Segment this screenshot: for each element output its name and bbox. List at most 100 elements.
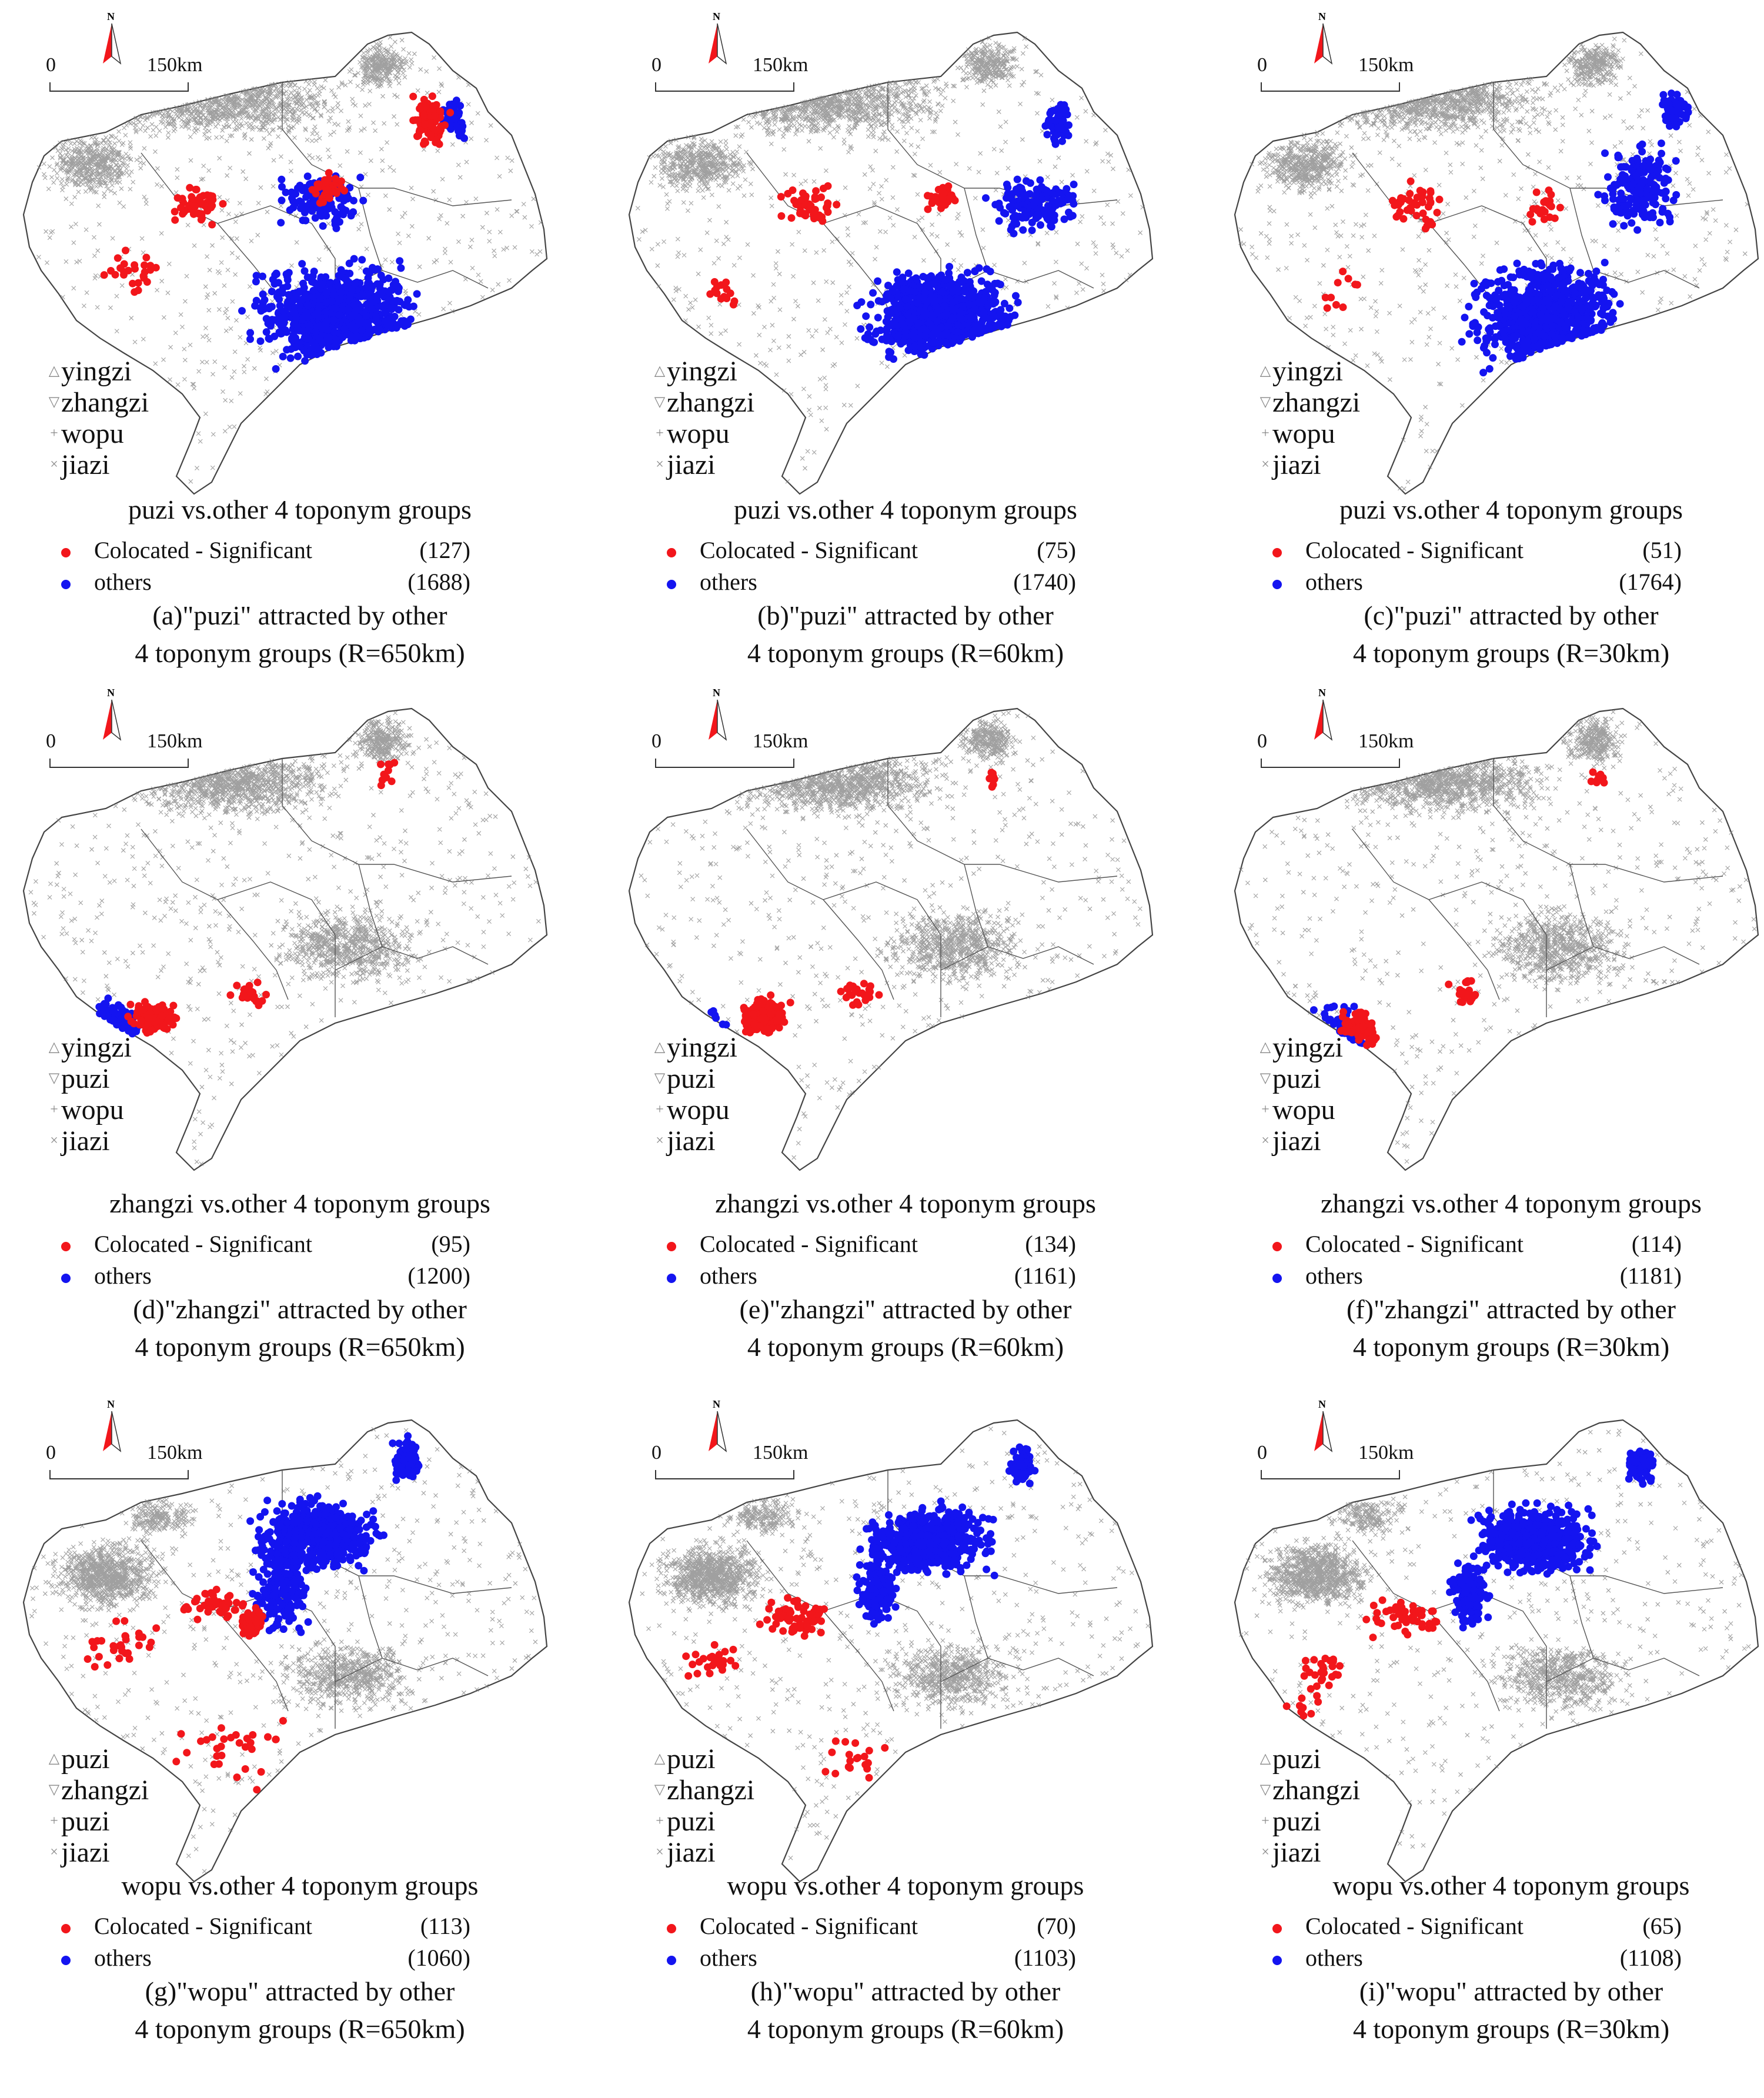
other-point [1510, 286, 1518, 294]
other-point [873, 328, 881, 335]
colocated-point [1547, 202, 1555, 211]
colocated-point [760, 1013, 768, 1021]
other-point [296, 197, 304, 205]
other-point [1544, 295, 1552, 303]
panel-title: puzi vs.other 4 toponym groups [1339, 495, 1683, 524]
colocated-point [723, 285, 731, 293]
other-point [256, 303, 265, 312]
colocated-point [1532, 188, 1541, 196]
legend-count: (1200) [407, 1262, 470, 1289]
other-point [934, 306, 943, 314]
other-point [262, 328, 270, 336]
other-point [279, 289, 287, 297]
scale-bar [49, 759, 189, 768]
caption-line: 4 toponym groups (R=30km) [1352, 638, 1670, 668]
other-point [363, 1511, 371, 1518]
other-point [278, 196, 286, 205]
colocated-point [430, 112, 439, 120]
other-point [1019, 226, 1027, 234]
other-point [1519, 328, 1527, 336]
other-point [1551, 302, 1559, 310]
colocated-point [145, 1014, 153, 1023]
other-point [1060, 215, 1068, 223]
other-point [301, 202, 309, 211]
other-point [1668, 107, 1676, 115]
legend-count: (1764) [1619, 569, 1682, 595]
other-point [1058, 137, 1066, 145]
other-point [948, 305, 957, 313]
other-point [1512, 343, 1521, 352]
other-point [1498, 276, 1506, 285]
symbol-label: yingzi [667, 356, 737, 387]
other-point [450, 115, 459, 123]
other-point [1014, 298, 1022, 306]
other-point [252, 278, 260, 286]
other-point [1559, 281, 1567, 289]
other-point [961, 288, 969, 296]
other-point [1479, 344, 1488, 352]
colocated-point [426, 131, 435, 139]
colocated-point [811, 206, 819, 214]
legend-dot-icon [1272, 1242, 1282, 1251]
colocated-point [262, 991, 270, 998]
other-point [1522, 299, 1531, 308]
other-point [300, 267, 309, 275]
other-point [298, 295, 306, 303]
other-point [1350, 1003, 1358, 1011]
other-point [312, 328, 320, 336]
other-point [317, 273, 325, 281]
other-point [1012, 292, 1020, 300]
other-point [332, 1514, 340, 1522]
other-point [954, 328, 961, 336]
legend-label: Colocated - Significant [1305, 1231, 1524, 1257]
other-point [1672, 157, 1680, 165]
colocated-point [143, 278, 151, 286]
symbol-label: jiazi [667, 1125, 716, 1157]
other-point [916, 282, 924, 290]
other-point [982, 194, 990, 202]
other-point [99, 1009, 107, 1017]
other-point [957, 295, 965, 303]
other-point [1557, 298, 1565, 306]
other-point [306, 180, 315, 188]
colocated-point [1334, 279, 1342, 287]
colocated-point [422, 102, 430, 111]
other-point [1576, 269, 1584, 277]
other-point [887, 294, 895, 302]
colocated-point [989, 771, 997, 779]
legend-colocated: Colocated - Significant (75) [664, 536, 1076, 568]
other-point [278, 183, 286, 191]
other-point [309, 338, 317, 346]
other-point [339, 205, 348, 213]
other-point [944, 322, 953, 330]
other-point [332, 1541, 340, 1549]
symbol-legend-row: △ yingzi [1258, 1032, 1343, 1063]
symbol-marker-icon: ▽ [48, 1071, 60, 1086]
other-point [1470, 279, 1478, 288]
other-point [334, 282, 342, 290]
colocated-point [713, 289, 721, 298]
legend-label: Colocated - Significant [94, 1231, 313, 1257]
other-point [1587, 279, 1595, 287]
other-point [1465, 330, 1474, 338]
other-point [1492, 333, 1500, 341]
other-point [352, 1552, 360, 1560]
other-point [1494, 309, 1502, 317]
district-boundary [964, 864, 988, 947]
other-point [1588, 299, 1596, 307]
other-point [339, 333, 347, 341]
colocated-point [113, 254, 122, 262]
scale-distance-label: 150km [147, 730, 203, 752]
colocated-point [1545, 186, 1553, 195]
symbol-marker-icon: + [1261, 1102, 1269, 1117]
colocated-point [421, 121, 429, 129]
scale-distance-label: 150km [1358, 54, 1414, 76]
scale-distance-label: 150km [753, 54, 808, 76]
colocated-point [1351, 280, 1359, 289]
colocated-point [924, 205, 932, 213]
colocated-point [843, 984, 851, 993]
colocated-point [207, 203, 215, 212]
other-point [928, 295, 936, 303]
symbol-legend-row: ▽ puzi [47, 1063, 132, 1094]
colocated-point [1406, 177, 1415, 185]
